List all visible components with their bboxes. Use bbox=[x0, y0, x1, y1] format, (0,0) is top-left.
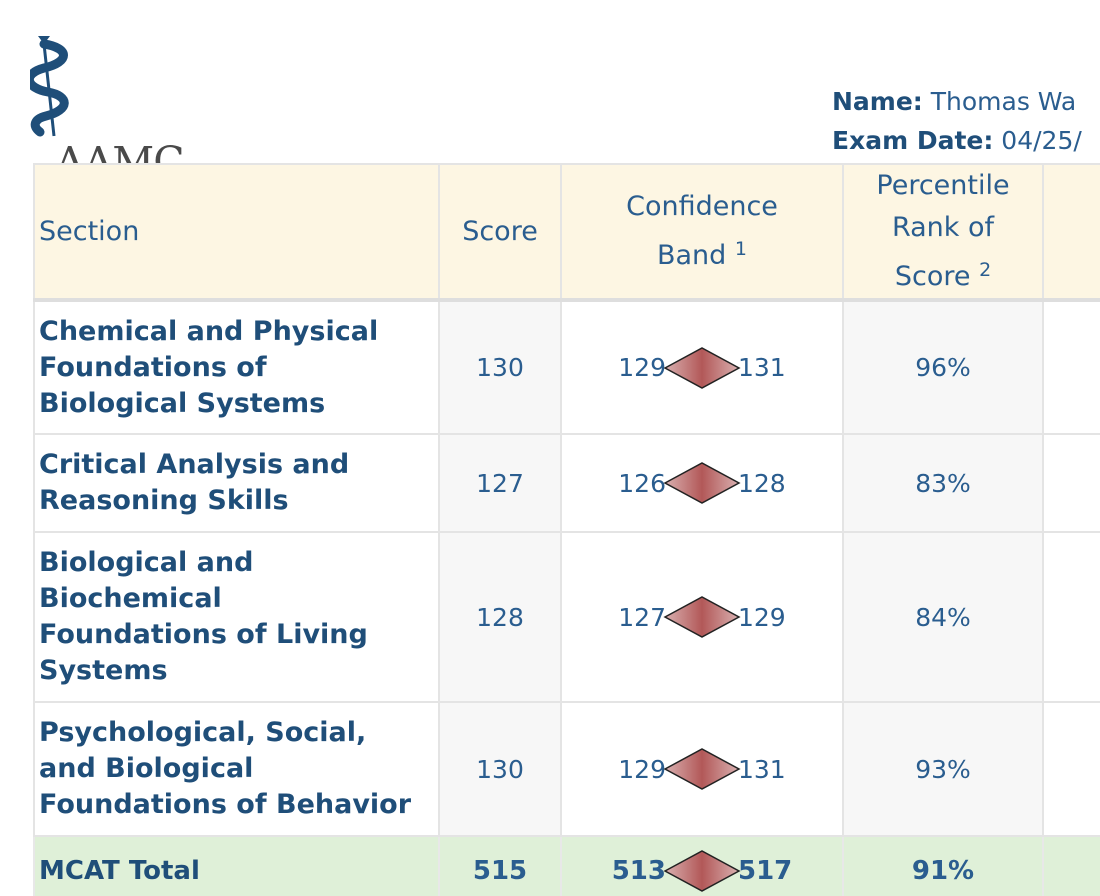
header-pct-line2: Rank of bbox=[891, 212, 995, 243]
extra-cell bbox=[1042, 835, 1100, 896]
band-low: 126 bbox=[618, 468, 666, 498]
header-extra bbox=[1042, 163, 1100, 302]
band-high: 128 bbox=[738, 468, 786, 498]
confidence-diamond-icon bbox=[663, 462, 741, 504]
header-band-line1: Confidence bbox=[626, 191, 778, 222]
total-score: 515 bbox=[438, 835, 562, 896]
section-name: Chemical and Physical Foundations of Biolo… bbox=[33, 299, 440, 435]
confidence-diamond-icon bbox=[663, 850, 741, 892]
name-value: Thomas Wa bbox=[922, 87, 1077, 116]
section-name-line: Chemical and Physical bbox=[39, 315, 379, 347]
table-row: Critical Analysis and Reasoning Skills 127… bbox=[33, 433, 1100, 533]
caduceus-icon bbox=[30, 36, 69, 137]
section-name-line: and Biological bbox=[39, 753, 254, 784]
confidence-diamond-icon bbox=[663, 596, 741, 638]
confidence-diamond-icon bbox=[663, 346, 741, 389]
header-band-line2: Band bbox=[656, 240, 727, 271]
aamc-logo: AAMC bbox=[30, 34, 210, 183]
extra-cell bbox=[1042, 433, 1100, 533]
confidence-band: 126 128 bbox=[560, 433, 844, 533]
section-score: 130 bbox=[438, 701, 562, 837]
confidence-band: 129 131 bbox=[560, 299, 844, 435]
header-confidence-band: Confidence Band 1 bbox=[560, 163, 844, 302]
extra-cell bbox=[1042, 701, 1100, 837]
percentile-rank: 96% bbox=[842, 299, 1044, 435]
section-score: 127 bbox=[438, 433, 562, 533]
section-name-line: Foundations of bbox=[39, 351, 267, 383]
extra-cell bbox=[1042, 299, 1100, 435]
band-high: 517 bbox=[738, 856, 793, 886]
total-confidence-band: 513 517 bbox=[560, 835, 844, 896]
section-name: Psychological, Social, and Biological Foun… bbox=[33, 701, 440, 837]
section-name-line: Foundations of Behavior bbox=[39, 789, 412, 820]
section-name-line: Biological Systems bbox=[39, 387, 326, 419]
section-name-line: Critical Analysis and bbox=[39, 449, 350, 480]
total-label: MCAT Total bbox=[33, 835, 440, 896]
section-name-line: Systems bbox=[39, 655, 168, 686]
percentile-rank: 84% bbox=[842, 531, 1044, 703]
section-name: Critical Analysis and Reasoning Skills bbox=[33, 433, 440, 533]
exam-info: Name: Thomas Wa Exam Date: 04/25/ bbox=[832, 82, 1082, 160]
band-high: 129 bbox=[738, 602, 786, 632]
band-low: 127 bbox=[618, 602, 666, 632]
footnote-1: 1 bbox=[734, 238, 747, 260]
footnote-2: 2 bbox=[979, 259, 992, 281]
header-section: Section bbox=[33, 163, 440, 302]
table-row: Chemical and Physical Foundations of Biolo… bbox=[33, 299, 1100, 435]
band-low: 129 bbox=[618, 353, 666, 382]
band-low: 513 bbox=[611, 856, 666, 886]
section-name: Biological and Biochemical Foundations of … bbox=[33, 531, 440, 703]
percentile-rank: 83% bbox=[842, 433, 1044, 533]
date-value: 04/25/ bbox=[993, 126, 1082, 155]
total-percentile: 91% bbox=[842, 835, 1044, 896]
band-high: 131 bbox=[738, 353, 786, 382]
header-pct-line1: Percentile bbox=[876, 170, 1010, 201]
table-row: Biological and Biochemical Foundations of … bbox=[33, 531, 1100, 703]
section-name-line: Foundations of Living bbox=[39, 619, 368, 650]
header-score: Score bbox=[438, 163, 562, 302]
band-low: 129 bbox=[618, 754, 666, 784]
header-pct-line3: Score bbox=[894, 261, 971, 292]
section-name-line: Reasoning Skills bbox=[39, 485, 289, 516]
section-score: 128 bbox=[438, 531, 562, 703]
date-line: Exam Date: 04/25/ bbox=[832, 121, 1082, 160]
extra-cell bbox=[1042, 531, 1100, 703]
section-name-line: Psychological, Social, bbox=[39, 717, 367, 748]
section-score: 130 bbox=[438, 299, 562, 435]
confidence-diamond-icon bbox=[663, 748, 741, 790]
section-name-line: Biochemical bbox=[39, 583, 222, 614]
header-percentile: Percentile Rank of Score 2 bbox=[842, 163, 1044, 302]
date-label: Exam Date: bbox=[832, 126, 994, 155]
confidence-band: 127 129 bbox=[560, 531, 844, 703]
name-label: Name: bbox=[832, 87, 923, 116]
score-table: Section Score Confidence Band 1 Percenti… bbox=[33, 163, 1100, 896]
section-name-line: Biological and bbox=[39, 547, 254, 578]
table-header-row: Section Score Confidence Band 1 Percenti… bbox=[33, 163, 1100, 302]
band-high: 131 bbox=[738, 754, 786, 784]
name-line: Name: Thomas Wa bbox=[832, 82, 1082, 121]
confidence-band: 129 131 bbox=[560, 701, 844, 837]
table-row: Psychological, Social, and Biological Foun… bbox=[33, 701, 1100, 837]
total-row: MCAT Total 515 513 517 91% bbox=[33, 835, 1100, 896]
percentile-rank: 93% bbox=[842, 701, 1044, 837]
